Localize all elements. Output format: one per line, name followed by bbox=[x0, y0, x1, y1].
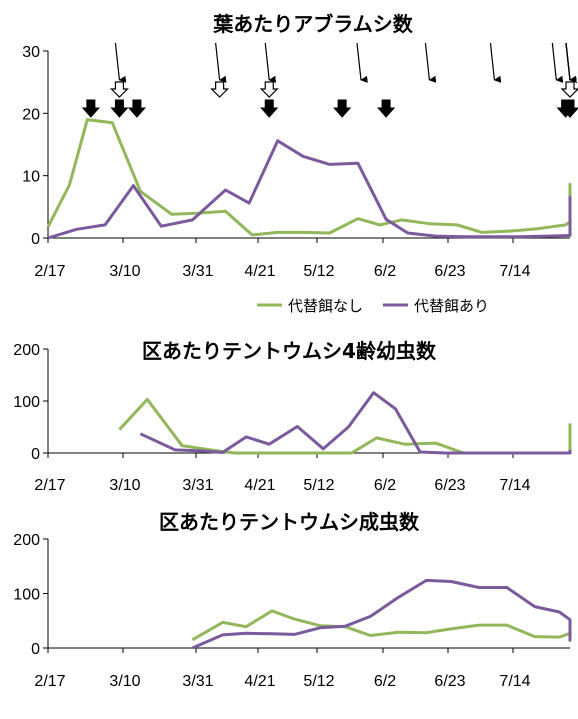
filled-arrow-icon bbox=[127, 99, 147, 118]
y-tick-label: 0 bbox=[31, 641, 40, 658]
x-tick-label: 7/14 bbox=[499, 477, 530, 494]
chart-aphids-series bbox=[46, 118, 572, 240]
series-line-no-alt-food bbox=[191, 609, 572, 642]
open-arrow-icon bbox=[560, 81, 578, 98]
x-tick-label: 2/17 bbox=[34, 673, 65, 690]
x-tick-label: 6/2 bbox=[374, 263, 396, 280]
x-tick-label: 3/31 bbox=[182, 263, 213, 280]
y-tick-label: 100 bbox=[13, 394, 40, 411]
y-tick-label: 200 bbox=[13, 342, 40, 359]
series-line-no-alt-food bbox=[118, 397, 572, 455]
x-tick-label: 6/23 bbox=[434, 673, 465, 690]
x-tick-label: 3/31 bbox=[182, 477, 213, 494]
y-tick-label: 100 bbox=[13, 587, 40, 604]
series-line-with-alt-food bbox=[139, 391, 572, 455]
filled-arrow-icon bbox=[260, 99, 279, 118]
filled-arrow-icon bbox=[376, 99, 396, 118]
y-tick-label: 20 bbox=[22, 106, 40, 123]
chart-larvae-title: 区あたりテントウムシ4齢幼虫数 bbox=[142, 339, 437, 363]
legend-label-with-alt-food: 代替餌あり bbox=[414, 297, 489, 315]
x-tick-label: 2/17 bbox=[34, 477, 65, 494]
x-tick-label: 6/23 bbox=[434, 477, 465, 494]
x-tick-label: 6/23 bbox=[434, 263, 465, 280]
x-tick-label: 5/12 bbox=[303, 263, 334, 280]
chart-aphids-annotations bbox=[81, 42, 578, 118]
y-tick-label: 0 bbox=[31, 231, 40, 248]
x-tick-label: 3/10 bbox=[109, 477, 140, 494]
chart-adults: 区あたりテントウムシ成虫数 0 100 200 2/17 3/10 3/31 4/21 5/1… bbox=[13, 510, 572, 690]
filled-arrow-icon bbox=[560, 99, 578, 118]
x-tick-label: 4/21 bbox=[244, 673, 275, 690]
series-line-with-alt-food bbox=[191, 578, 572, 650]
chart-adults-axes: 0 100 200 2/17 3/10 3/31 4/21 5/12 6/2 6/23 7/14 bbox=[13, 532, 570, 690]
open-arrow-icon bbox=[210, 81, 230, 98]
chart-aphids-title: 葉あたりアブラムシ数 bbox=[212, 12, 413, 36]
y-tick-label: 0 bbox=[31, 446, 40, 463]
chart-aphids-axes: 0 10 20 30 2/17 3/10 3/31 4/21 5/12 6/2 6/23 7/14 bbox=[22, 44, 570, 280]
legend: 代替餌なし 代替餌あり bbox=[257, 297, 489, 315]
x-tick-label: 6/2 bbox=[374, 673, 396, 690]
chart-larvae: 区あたりテントウムシ4齢幼虫数 0 100 200 2/17 3/10 3/31 4/21 5… bbox=[13, 339, 572, 494]
x-tick-label: 5/12 bbox=[303, 477, 334, 494]
x-tick-label: 2/17 bbox=[34, 263, 65, 280]
x-tick-label: 7/14 bbox=[499, 673, 530, 690]
thin-arrow-icon bbox=[489, 42, 502, 83]
thin-arrow-icon bbox=[215, 42, 227, 83]
legend-label-no-alt-food: 代替餌なし bbox=[288, 297, 363, 315]
thin-arrow-icon bbox=[264, 42, 277, 83]
chart-adults-title: 区あたりテントウムシ成虫数 bbox=[159, 510, 420, 534]
filled-arrow-icon bbox=[333, 99, 352, 118]
y-tick-label: 10 bbox=[22, 169, 40, 186]
chart-larvae-series bbox=[118, 391, 572, 455]
filled-arrow-icon bbox=[81, 99, 100, 118]
filled-arrow-icon bbox=[110, 99, 129, 118]
thin-arrow-icon bbox=[114, 42, 127, 83]
open-arrow-icon bbox=[109, 81, 129, 98]
chart-adults-series bbox=[191, 578, 572, 650]
x-tick-label: 3/10 bbox=[109, 263, 140, 280]
thin-arrow-icon bbox=[565, 42, 577, 83]
thin-arrow-icon bbox=[424, 42, 437, 83]
series-line-no-alt-food bbox=[46, 118, 572, 237]
x-tick-label: 6/2 bbox=[374, 477, 396, 494]
y-tick-label: 30 bbox=[22, 44, 40, 61]
x-tick-label: 5/12 bbox=[303, 673, 334, 690]
y-tick-label: 200 bbox=[13, 532, 40, 549]
open-arrow-icon bbox=[259, 81, 279, 98]
x-tick-label: 7/14 bbox=[499, 263, 530, 280]
chart-larvae-axes: 0 100 200 2/17 3/10 3/31 4/21 5/12 6/2 6/23 7/14 bbox=[13, 342, 570, 494]
chart-aphids: 葉あたりアブラムシ数 0 10 20 30 2/17 3/10 3/31 4/21 5/12 6/… bbox=[22, 12, 578, 315]
x-tick-label: 3/31 bbox=[182, 673, 213, 690]
thin-arrow-icon bbox=[551, 42, 564, 83]
x-tick-label: 4/21 bbox=[244, 263, 275, 280]
x-tick-label: 3/10 bbox=[109, 673, 140, 690]
x-tick-label: 4/21 bbox=[244, 477, 275, 494]
thin-arrow-icon bbox=[356, 42, 368, 83]
series-line-with-alt-food bbox=[47, 139, 572, 240]
